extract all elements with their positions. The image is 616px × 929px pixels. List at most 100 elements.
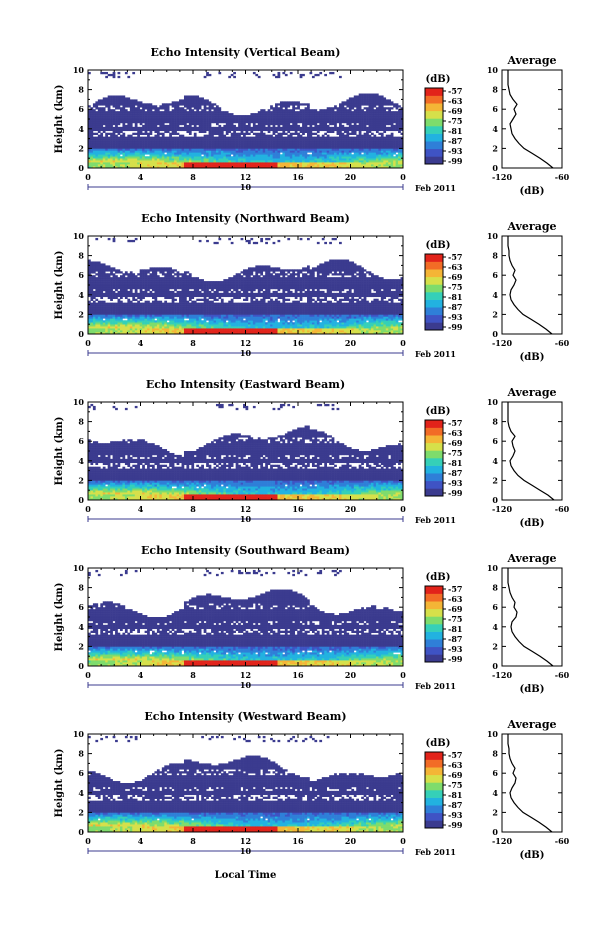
heatmap-cell — [398, 148, 401, 151]
heatmap-cell — [117, 306, 121, 309]
heatmap-cell — [388, 156, 391, 159]
heatmap-cell — [257, 154, 261, 157]
heatmap-cell — [97, 99, 101, 102]
heatmap-cell — [115, 142, 118, 145]
heatmap-cell — [321, 144, 325, 147]
heatmap-cell — [105, 134, 108, 137]
heatmap-cell — [198, 136, 202, 139]
heatmap-cell — [275, 148, 278, 151]
heatmap-cell — [117, 113, 121, 116]
heatmap-cell — [341, 150, 345, 153]
heatmap-cell — [380, 144, 384, 147]
heatmap-cell — [383, 152, 387, 155]
heatmap-cell — [176, 113, 180, 116]
heatmap-cell — [102, 152, 106, 155]
heatmap-cell — [371, 128, 374, 132]
heatmap-cell — [88, 152, 91, 155]
heatmap-cell — [252, 150, 256, 153]
heatmap-cell — [255, 115, 259, 118]
heatmap-cell — [351, 148, 355, 151]
heatmap-cell — [112, 119, 116, 122]
heatmap-cell — [262, 122, 266, 126]
heatmap-cell — [282, 144, 286, 147]
heatmap-cell — [215, 109, 219, 112]
heatmap-cell — [203, 128, 207, 132]
heatmap-cell — [358, 142, 362, 145]
heatmap-cell — [358, 132, 362, 135]
heatmap-cell — [252, 154, 256, 157]
heatmap-cell — [228, 158, 232, 161]
heatmap-cell — [334, 120, 337, 124]
heatmap-cell — [275, 144, 278, 147]
heatmap-cell — [188, 99, 192, 102]
heatmap-cell — [385, 128, 389, 132]
heatmap-cell — [279, 107, 283, 110]
heatmap-cell — [161, 162, 165, 165]
heatmap-cell — [176, 115, 180, 118]
heatmap-cell — [95, 332, 99, 335]
heatmap-cell — [92, 277, 96, 280]
heatmap-cell — [297, 134, 300, 137]
heatmap-cell — [329, 115, 332, 118]
heatmap-cell — [353, 103, 357, 106]
heatmap-cell — [124, 120, 128, 124]
heatmap-cell — [110, 318, 113, 321]
heatmap-cell — [186, 124, 190, 128]
heatmap-cell — [240, 146, 244, 149]
heatmap-cell — [112, 113, 116, 116]
heatmap-cell — [380, 99, 384, 102]
heatmap-cell — [142, 160, 145, 163]
heatmap-cell — [343, 160, 347, 163]
heatmap-cell — [265, 162, 268, 165]
heatmap-cell — [181, 160, 185, 163]
heatmap-cell — [169, 126, 172, 130]
heatmap-cell — [292, 132, 296, 135]
heatmap-cell — [215, 105, 219, 108]
heatmap-cell — [363, 136, 367, 139]
heatmap-cell — [112, 146, 116, 149]
heatmap-cell — [95, 273, 99, 276]
heatmap-cell — [230, 115, 234, 118]
heatmap-cell — [147, 148, 150, 151]
heatmap-cell — [119, 101, 123, 104]
heatmap-cell — [147, 281, 150, 284]
heatmap-cell — [260, 117, 264, 120]
heatmap-cell — [309, 117, 313, 120]
heatmap-cell — [97, 113, 101, 116]
heatmap-cell — [294, 142, 298, 145]
heatmap-cell — [90, 277, 94, 280]
heatmap-cell — [356, 126, 359, 130]
heatmap-cell — [100, 330, 104, 333]
heatmap-cell — [218, 166, 222, 169]
heatmap-cell — [119, 97, 123, 100]
heatmap-cell — [215, 160, 219, 163]
heatmap-cell — [385, 103, 389, 106]
heatmap-cell — [275, 134, 278, 137]
heatmap-cell — [132, 113, 136, 116]
heatmap-cell — [292, 156, 296, 159]
heatmap-cell — [247, 124, 251, 128]
heatmap-cell — [183, 156, 187, 159]
heatmap-cell — [371, 120, 374, 124]
heatmap-cell — [88, 324, 91, 327]
heatmap-cell — [272, 73, 276, 77]
heatmap-cell — [129, 285, 133, 288]
heatmap-cell — [169, 162, 172, 165]
heatmap-cell — [144, 290, 148, 294]
heatmap-cell — [311, 75, 315, 79]
heatmap-cell — [90, 286, 94, 290]
heatmap-cell — [267, 154, 271, 157]
heatmap-cell — [351, 111, 355, 114]
heatmap-cell — [272, 152, 276, 155]
heatmap-cell — [179, 144, 182, 147]
heatmap-cell — [243, 162, 246, 165]
heatmap-cell — [206, 154, 209, 157]
heatmap-cell — [292, 107, 296, 110]
heatmap-cell — [196, 101, 200, 104]
heatmap-cell — [260, 166, 264, 169]
heatmap-cell — [122, 310, 126, 313]
heatmap-cell — [112, 302, 116, 305]
heatmap-cell — [257, 156, 261, 159]
heatmap-cell — [174, 148, 177, 151]
heatmap-cell — [331, 156, 335, 159]
